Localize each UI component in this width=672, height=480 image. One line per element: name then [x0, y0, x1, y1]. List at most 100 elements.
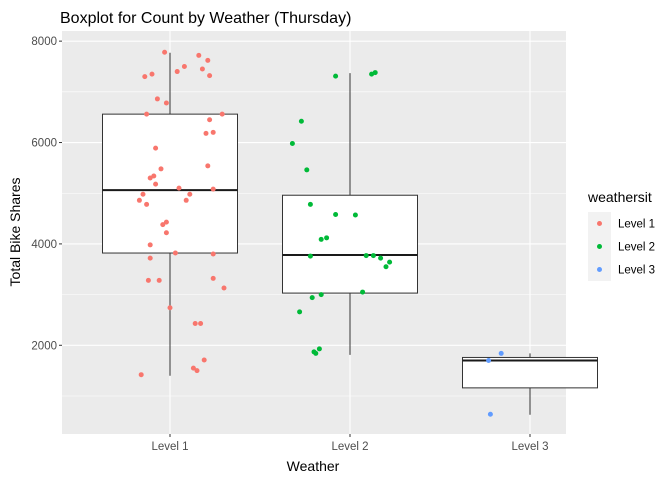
data-point [145, 277, 151, 283]
y-tick-label: 2000 [31, 340, 57, 352]
x-axis-title: Weather [287, 458, 340, 474]
data-point [183, 197, 189, 203]
data-point [207, 73, 213, 79]
data-point [147, 175, 153, 181]
data-point [210, 186, 216, 192]
chart-title: Boxplot for Count by Weather (Thursday) [60, 10, 351, 27]
legend-label: Level 2 [618, 242, 655, 254]
data-point [203, 130, 209, 136]
box-level-1 [102, 52, 238, 376]
data-point [140, 191, 146, 197]
data-point [153, 181, 159, 187]
x-tick-label: Level 1 [151, 441, 188, 453]
data-point [163, 219, 169, 225]
data-point [149, 71, 155, 77]
data-point [210, 251, 216, 257]
data-point [156, 277, 162, 283]
legend: weathersit Level 1 Level 2 Level 3 [587, 189, 655, 281]
data-point [181, 63, 187, 69]
data-point [201, 357, 207, 363]
data-point [136, 197, 142, 203]
box-level-3 [462, 353, 598, 415]
box-body [102, 113, 238, 254]
y-axis-title: Total Bike Shares [7, 178, 23, 287]
data-point [205, 163, 211, 169]
y-tick-label: 6000 [31, 138, 57, 150]
box-body [462, 356, 598, 389]
data-point [138, 372, 144, 378]
x-tick-label: Level 3 [511, 441, 548, 453]
jitter-points [136, 49, 504, 417]
legend-title: weathersit [587, 189, 652, 205]
data-point [154, 96, 160, 102]
data-point [289, 141, 295, 147]
data-point [190, 365, 196, 371]
legend-label: Level 1 [618, 219, 655, 231]
data-point [363, 253, 369, 259]
data-point [210, 275, 216, 281]
y-tick-label: 8000 [31, 36, 57, 48]
data-point [163, 100, 169, 106]
legend-label: Level 3 [618, 265, 655, 277]
data-point [142, 74, 148, 80]
data-point [167, 305, 173, 311]
legend-swatch [597, 244, 602, 249]
data-point [318, 292, 324, 298]
data-point [158, 166, 164, 172]
data-point [205, 57, 211, 63]
data-point [172, 250, 178, 256]
y-axis: 2000 4000 6000 8000 [31, 36, 62, 352]
data-point [196, 52, 202, 58]
data-point [176, 185, 182, 191]
x-tick-label: Level 2 [331, 441, 368, 453]
data-point [147, 255, 153, 261]
data-point [153, 145, 159, 151]
data-point [210, 129, 216, 135]
data-point [192, 320, 198, 326]
data-point [160, 222, 166, 228]
box-body [282, 194, 418, 294]
data-point [187, 191, 193, 197]
legend-swatch [597, 267, 602, 272]
data-point [147, 242, 153, 248]
data-point [307, 253, 313, 259]
data-point [221, 285, 227, 291]
data-point [387, 259, 393, 265]
x-axis: Level 1 Level 2 Level 3 [151, 434, 549, 453]
data-point [383, 264, 389, 270]
data-point [318, 236, 324, 242]
data-point [372, 70, 378, 76]
data-point [324, 235, 330, 241]
data-point [144, 201, 150, 207]
data-point [370, 253, 376, 259]
data-point [307, 201, 313, 207]
data-point [162, 49, 168, 55]
boxes [102, 52, 598, 415]
data-point [194, 368, 200, 374]
box-level-2 [282, 73, 418, 355]
data-point [297, 309, 303, 315]
data-point [219, 111, 225, 117]
data-point [304, 167, 310, 173]
data-point [333, 73, 339, 79]
data-point [163, 230, 169, 236]
data-point [199, 66, 205, 72]
data-point [298, 118, 304, 124]
data-point [378, 255, 384, 261]
data-point [207, 117, 213, 123]
series-level-1 [136, 49, 227, 378]
data-point [352, 212, 358, 218]
data-point [487, 411, 493, 417]
data-point [198, 320, 204, 326]
data-point [313, 350, 319, 356]
series-level-3 [486, 350, 504, 417]
data-point [144, 111, 150, 117]
y-tick-label: 4000 [31, 239, 57, 251]
data-point [486, 357, 492, 363]
data-point [316, 346, 322, 352]
data-point [498, 350, 504, 356]
data-point [309, 295, 315, 301]
data-point [333, 212, 339, 218]
legend-swatch [597, 221, 602, 226]
data-point [360, 289, 366, 295]
